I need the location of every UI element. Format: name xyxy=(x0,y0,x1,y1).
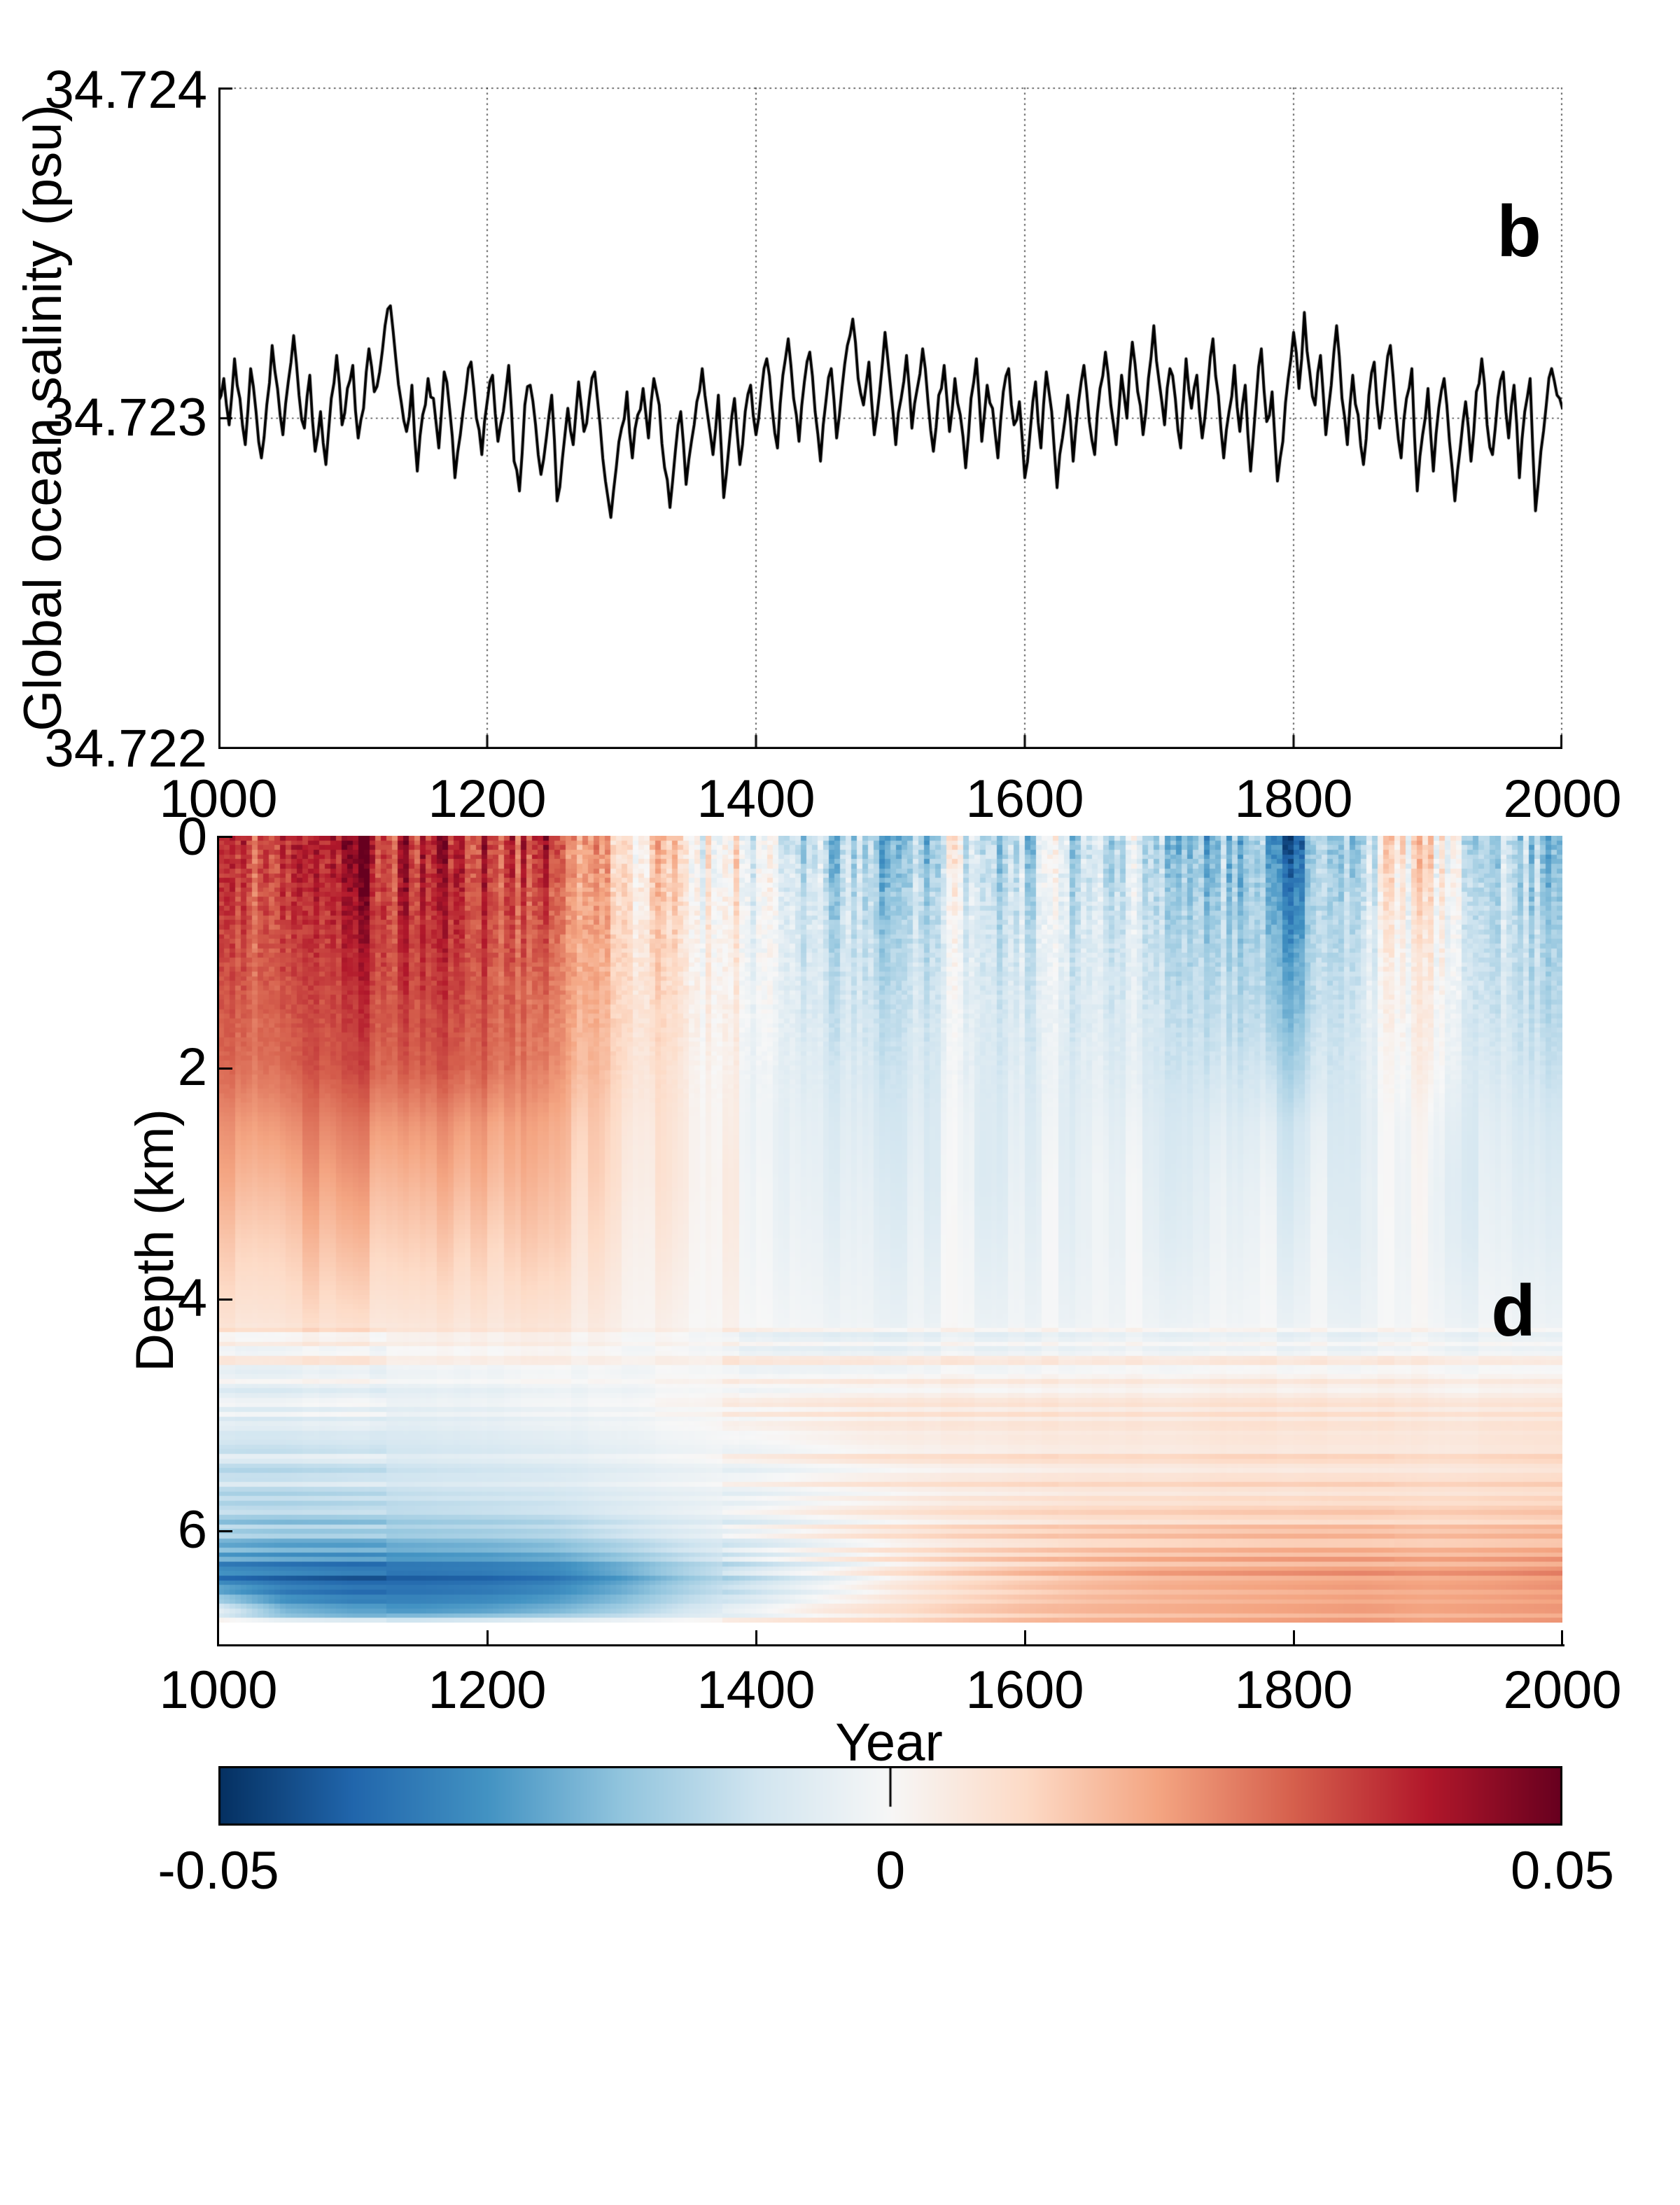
dtick-2: 2 xyxy=(177,1037,207,1097)
ytick-34724: 34.724 xyxy=(44,60,207,120)
salinity-line-chart xyxy=(218,88,1562,749)
b-xtick-1200: 1200 xyxy=(428,769,547,829)
dtick-0: 0 xyxy=(177,807,207,867)
d-xtick-1200 xyxy=(486,1630,489,1644)
x-axis-label-year: Year xyxy=(835,1713,943,1772)
ytick-34722: 34.722 xyxy=(44,719,207,778)
d-xtick-2000 xyxy=(1561,1630,1563,1644)
panel-letter-d: d xyxy=(1491,1270,1536,1352)
colorbar xyxy=(218,1766,1562,1826)
b-xtick-1600: 1600 xyxy=(965,769,1084,829)
d-xtick-label-1200: 1200 xyxy=(428,1660,547,1720)
panel-letter-b: b xyxy=(1497,191,1541,272)
dtick-4: 4 xyxy=(177,1268,207,1328)
d-xtick-label-1400: 1400 xyxy=(696,1660,816,1720)
d-xtick-label-1600: 1600 xyxy=(965,1660,1084,1720)
b-xtick-2000: 2000 xyxy=(1503,769,1622,829)
d-ytick-6 xyxy=(218,1530,232,1532)
d-xtick-1400 xyxy=(755,1630,757,1644)
cbar-tick-max: 0.05 xyxy=(1511,1841,1614,1900)
d-xtick-label-1000: 1000 xyxy=(159,1660,278,1720)
d-xtick-1600 xyxy=(1024,1630,1026,1644)
d-ytick-0 xyxy=(218,836,232,838)
dtick-6: 6 xyxy=(177,1500,207,1560)
b-xtick-1800: 1800 xyxy=(1234,769,1353,829)
d-xtick-label-1800: 1800 xyxy=(1234,1660,1353,1720)
d-xtick-1800 xyxy=(1293,1630,1295,1644)
d-y-axis-line xyxy=(217,836,219,1646)
cbar-tick-min: -0.05 xyxy=(158,1841,279,1900)
b-xtick-1000: 1000 xyxy=(159,769,278,829)
b-xtick-1400: 1400 xyxy=(696,769,816,829)
salinity-anomaly-heatmap xyxy=(218,836,1562,1623)
depth-y-axis-label: Depth (km) xyxy=(125,1109,185,1372)
d-ytick-2 xyxy=(218,1068,232,1070)
cbar-tick-zero: 0 xyxy=(875,1841,906,1900)
d-x-axis-line xyxy=(217,1644,1564,1646)
d-xtick-label-2000: 2000 xyxy=(1503,1660,1622,1720)
ytick-34723: 34.723 xyxy=(44,388,207,447)
d-ytick-4 xyxy=(218,1298,232,1301)
